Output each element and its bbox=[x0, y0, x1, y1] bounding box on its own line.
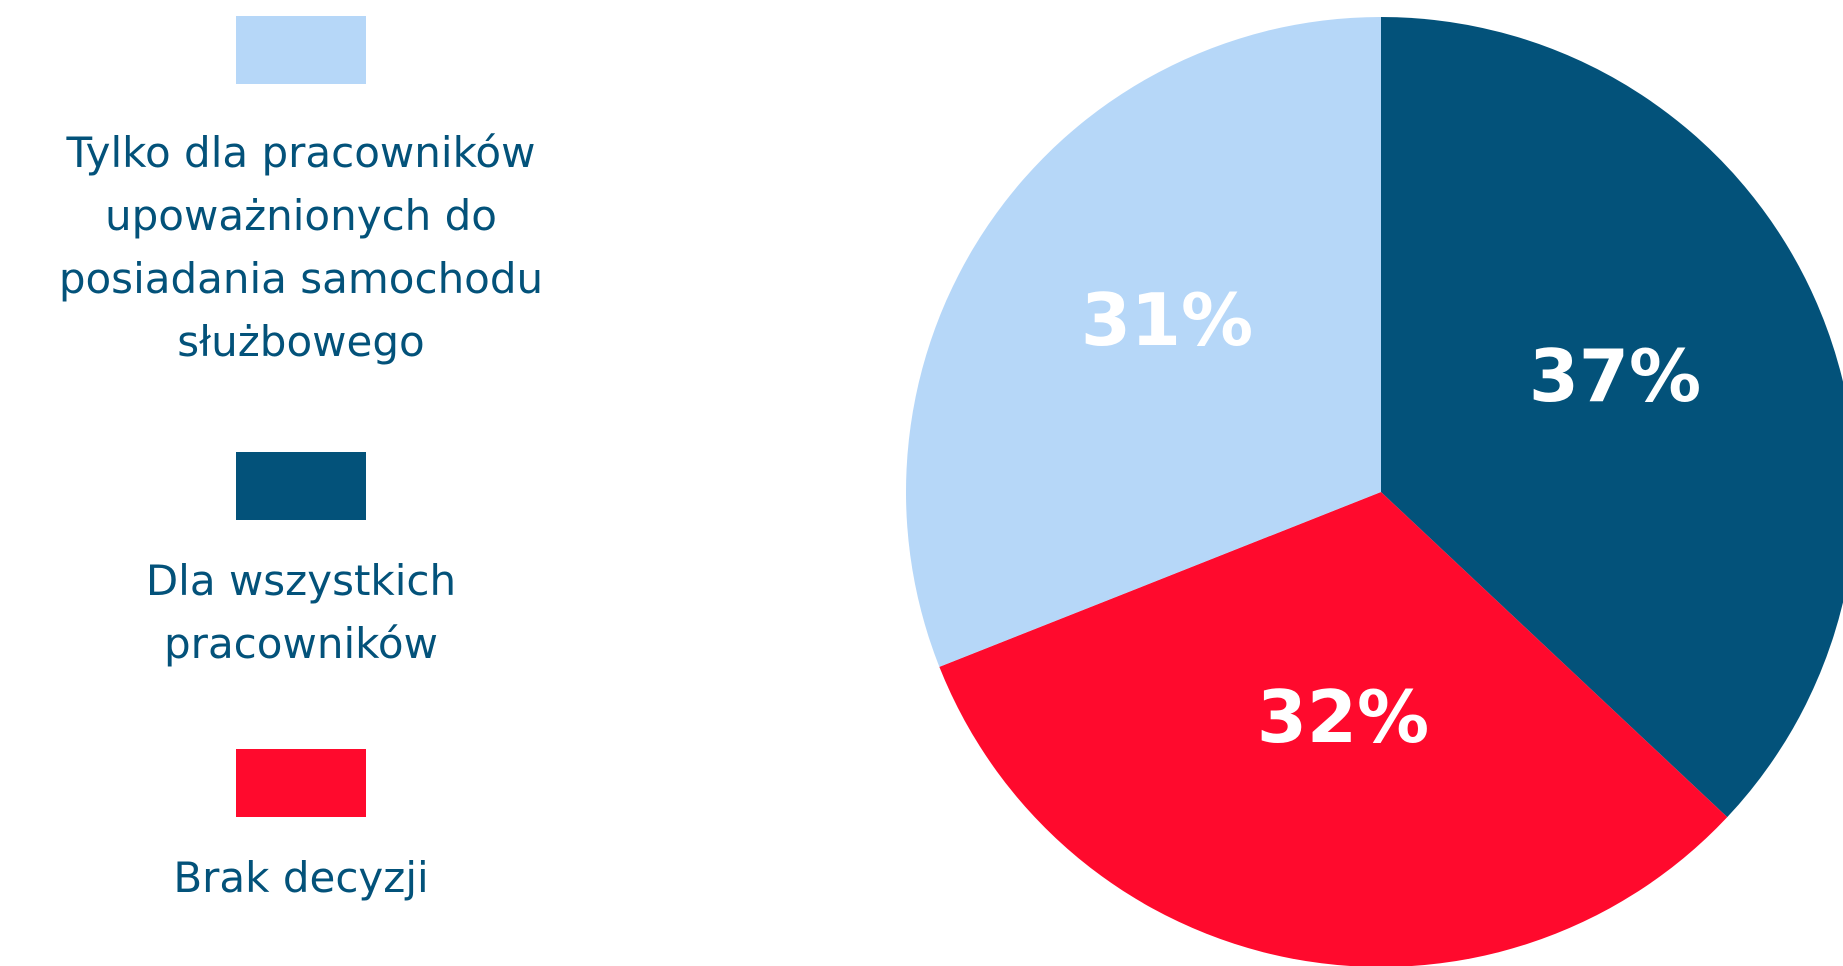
legend-swatch-brak-decyzji bbox=[236, 749, 366, 817]
pie-slice-uprawnieni bbox=[905, 17, 1381, 667]
legend-label-brak-decyzji: Brak decyzji bbox=[173, 853, 429, 902]
legend-label-uprawnieni: Tylko dla pracowników upoważnionych do p… bbox=[58, 128, 544, 366]
pie-slice-wszyscy bbox=[1381, 17, 1843, 818]
legend-label-wszyscy: Dla wszystkich pracowników bbox=[145, 556, 457, 668]
legend-swatch-wszyscy bbox=[236, 452, 366, 520]
pie-slices bbox=[905, 17, 1843, 966]
slice-label-wszyscy: 37% bbox=[1529, 334, 1701, 418]
legend: Tylko dla pracowników upoważnionych do p… bbox=[0, 0, 602, 966]
slice-label-brak-decyzji: 32% bbox=[1257, 675, 1429, 759]
pie-labels: 37% 32% 31% bbox=[1081, 278, 1701, 759]
pie-slice-brak-decyzji bbox=[939, 492, 1728, 966]
legend-swatch-uprawnieni bbox=[236, 16, 366, 84]
slice-label-uprawnieni: 31% bbox=[1081, 278, 1253, 362]
